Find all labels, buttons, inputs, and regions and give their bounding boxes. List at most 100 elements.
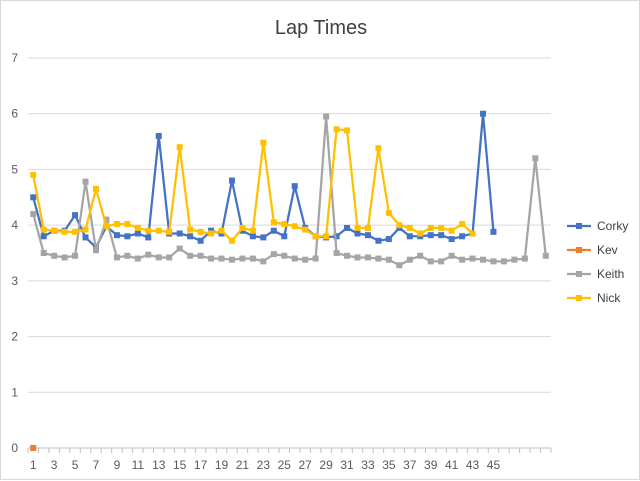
x-tick-label: 41 xyxy=(445,458,459,472)
series-layer xyxy=(30,110,549,451)
data-point xyxy=(113,221,120,228)
chart-title: Lap Times xyxy=(275,17,367,39)
data-point xyxy=(124,221,131,228)
legend-item-kev: Kev xyxy=(567,243,618,257)
legend-label: Keith xyxy=(597,267,624,281)
data-point xyxy=(228,256,235,263)
data-point xyxy=(145,234,152,241)
data-point xyxy=(375,237,382,244)
data-point xyxy=(459,256,466,263)
data-point xyxy=(364,224,371,231)
data-point xyxy=(469,230,476,237)
data-point xyxy=(218,255,225,262)
data-point xyxy=(239,255,246,262)
legend-item-nick: Nick xyxy=(567,291,621,305)
data-point xyxy=(333,250,340,256)
data-point xyxy=(323,233,330,240)
data-point xyxy=(92,247,99,254)
data-point xyxy=(72,228,79,235)
data-point xyxy=(166,228,173,235)
data-point xyxy=(385,209,392,216)
data-point xyxy=(406,233,413,240)
legend-swatch-marker xyxy=(576,295,582,301)
legend-item-corky: Corky xyxy=(567,219,628,233)
data-point xyxy=(448,236,455,243)
data-point xyxy=(375,145,382,152)
data-point xyxy=(40,250,47,256)
data-point xyxy=(30,172,37,178)
data-point xyxy=(323,113,330,120)
data-point xyxy=(344,127,351,134)
data-point xyxy=(406,256,413,263)
data-point xyxy=(312,255,319,262)
data-point xyxy=(281,221,288,228)
data-point xyxy=(354,254,361,261)
data-point xyxy=(61,254,68,261)
data-point xyxy=(51,252,58,259)
series-line xyxy=(32,115,547,267)
data-point xyxy=(51,227,58,234)
data-point xyxy=(113,232,120,239)
data-point xyxy=(480,256,487,263)
x-tick-label: 13 xyxy=(152,458,166,472)
data-point xyxy=(92,185,99,192)
data-point xyxy=(354,224,361,231)
data-point xyxy=(448,227,455,234)
data-point xyxy=(354,230,361,237)
y-tick-label: 3 xyxy=(11,274,18,288)
legend-item-keith: Keith xyxy=(567,267,624,281)
data-point xyxy=(239,224,246,231)
x-tick-label: 33 xyxy=(361,458,375,472)
x-tick-label: 31 xyxy=(340,458,354,472)
data-point xyxy=(427,224,434,231)
data-point xyxy=(249,233,256,240)
data-point xyxy=(218,227,225,234)
x-tick-label: 37 xyxy=(403,458,417,472)
data-point xyxy=(511,256,518,263)
x-tick-label: 25 xyxy=(278,458,292,472)
series-nick xyxy=(30,126,476,244)
x-tick-label: 21 xyxy=(236,458,250,472)
data-point xyxy=(134,255,141,262)
legend-label: Kev xyxy=(597,243,618,257)
data-point xyxy=(176,144,183,151)
data-point xyxy=(187,252,194,259)
data-point xyxy=(124,233,131,240)
series-kev xyxy=(30,445,37,451)
data-point xyxy=(40,233,47,240)
x-tick-label: 27 xyxy=(299,458,313,472)
data-point xyxy=(333,233,340,240)
legend-swatch-marker xyxy=(576,271,582,277)
y-tick-label: 2 xyxy=(11,330,18,344)
data-point xyxy=(459,221,466,228)
data-point xyxy=(270,227,277,234)
data-point xyxy=(82,178,89,185)
data-point xyxy=(417,230,424,237)
legend-swatch-marker xyxy=(576,247,582,253)
data-point xyxy=(542,252,549,259)
data-point xyxy=(228,237,235,244)
data-point xyxy=(385,256,392,263)
x-tick-label: 5 xyxy=(72,458,79,472)
data-point xyxy=(249,255,256,262)
data-point xyxy=(134,224,141,231)
data-point xyxy=(124,252,131,259)
data-point xyxy=(302,256,309,263)
data-point xyxy=(82,226,89,233)
data-point xyxy=(155,133,162,139)
data-point xyxy=(30,211,37,217)
data-point xyxy=(134,230,141,237)
data-point xyxy=(438,224,445,231)
x-tick-label: 19 xyxy=(215,458,229,472)
y-tick-label: 1 xyxy=(11,385,18,399)
data-point xyxy=(145,227,152,234)
data-point xyxy=(333,126,340,133)
data-point xyxy=(187,226,194,233)
data-point xyxy=(427,232,434,239)
data-point xyxy=(176,245,183,252)
legend-label: Corky xyxy=(597,219,628,233)
data-point xyxy=(103,223,110,230)
data-point xyxy=(480,110,487,117)
